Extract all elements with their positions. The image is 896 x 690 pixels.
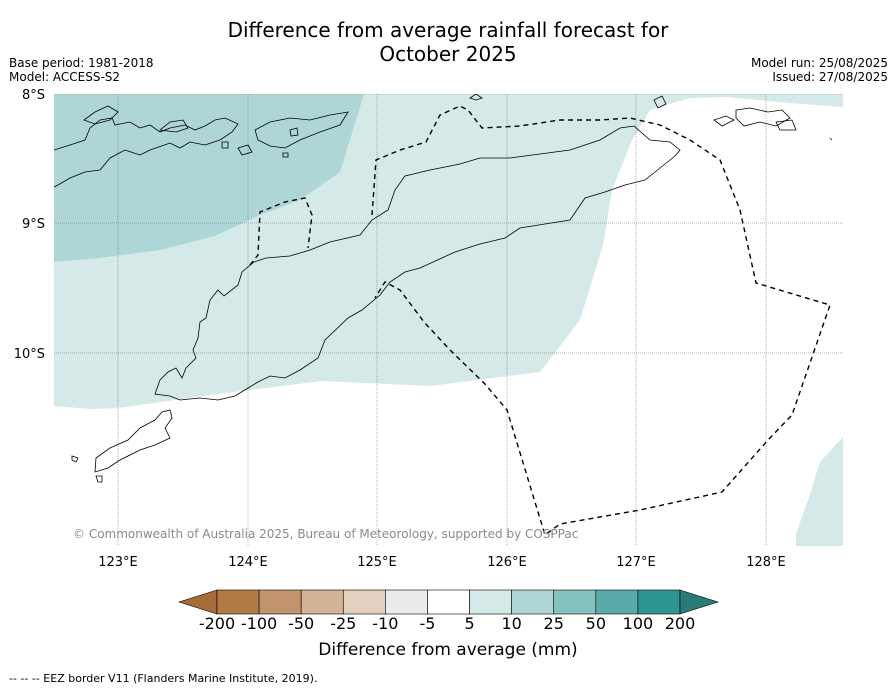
lon-label-125e: 125°E [357,555,397,570]
colorbar-segment [511,589,555,615]
lon-label-128e: 128°E [746,555,786,570]
lon-label-124e: 124°E [228,555,268,570]
colorbar-tick-label: -100 [240,614,278,633]
colorbar-label: Difference from average (mm) [318,640,578,660]
base-period-text: Base period: 1981-2018 [9,56,154,70]
colorbar-segment [553,589,597,615]
colorbar-tick-label: -50 [288,614,315,633]
colorbar-tick-label: -10 [372,614,399,633]
lat-label-8s: 8°S [22,88,45,103]
meta-right: Model run: 25/08/2025 Issued: 27/08/2025 [751,56,888,84]
colorbar-segment [300,589,344,615]
colorbar-tick-label: 25 [543,614,564,633]
colorbar-segment [385,589,428,615]
colorbar-tick-label: 50 [585,614,606,633]
colorbar-tick-label: 100 [622,614,654,633]
map-area [54,94,843,546]
title-line-1: Difference from average rainfall forecas… [227,18,669,42]
title-line-2: October 2025 [379,42,517,66]
coastlines [54,94,833,483]
gridlines [54,94,843,546]
lon-label-126e: 126°E [487,555,527,570]
colorbar-tick-label: 10 [501,614,522,633]
eez-footnote: -- -- -- EEZ border V11 (Flanders Marine… [9,672,318,685]
colorbar-tick-label: 5 [464,614,475,633]
meta-left: Base period: 1981-2018 Model: ACCESS-S2 [9,56,154,84]
eez-borders [249,105,831,537]
colorbar-segment [427,589,470,615]
issued-text: Issued: 27/08/2025 [772,70,888,84]
colorbar [178,589,719,615]
colorbar-extend-high [679,589,719,615]
rainfall-band-10-25 [54,94,364,262]
lon-label-123e: 123°E [98,555,138,570]
colorbar-segment [216,589,260,615]
lat-label-10s: 10°S [14,347,45,362]
colorbar-segment [637,589,681,615]
colorbar-segment [258,589,302,615]
colorbar-segment [595,589,639,615]
colorbar-extend-low [178,589,218,615]
chart-title: Difference from average rainfall forecas… [0,18,896,66]
model-text: Model: ACCESS-S2 [9,70,121,84]
colorbar-tick-label: 200 [664,614,696,633]
lon-label-127e: 127°E [616,555,656,570]
model-run-text: Model run: 25/08/2025 [750,56,888,70]
colorbar-segment [469,589,512,615]
lat-label-9s: 9°S [22,217,45,232]
colorbar-segment [342,589,386,615]
colorbar-tick-label: -25 [330,614,357,633]
colorbar-tick-label: -5 [419,614,436,633]
copyright-text: © Commonwealth of Australia 2025, Bureau… [73,527,579,541]
colorbar-tick-label: -200 [198,614,236,633]
rainfall-band-5-10-patch [796,437,843,546]
